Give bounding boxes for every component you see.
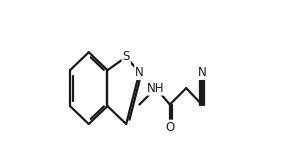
Text: N: N [197, 66, 206, 79]
Text: S: S [122, 50, 130, 63]
Text: O: O [165, 121, 175, 134]
Text: NH: NH [147, 82, 165, 95]
Text: N: N [135, 66, 144, 79]
